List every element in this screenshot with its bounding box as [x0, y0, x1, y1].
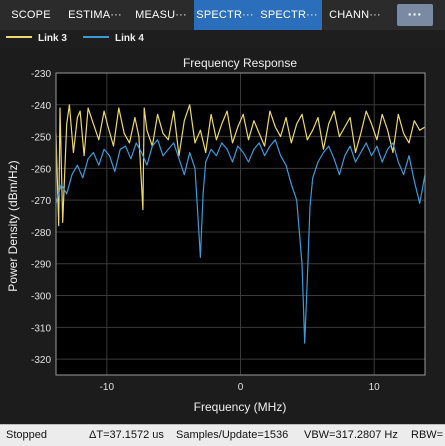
- x-tick-label: -10: [100, 382, 115, 393]
- y-tick-label: -290: [31, 260, 51, 271]
- tab-estimation[interactable]: ESTIMA···: [68, 9, 122, 21]
- tab-spectrum-1[interactable]: SPECTR···: [194, 0, 256, 30]
- tick-labels: -320 -310 -300 -290 -280 -270 -260 -250 -240 -230…: [31, 69, 380, 393]
- y-tick-label: -230: [31, 69, 51, 80]
- status-delta-t: ΔT=37.1572 us: [89, 429, 164, 441]
- series-layer: [55, 104, 426, 344]
- chart-title: Frequency Response: [183, 56, 297, 70]
- status-rbw: RBW=: [411, 429, 444, 441]
- y-axis-label: Power Density (dBm/Hz): [6, 160, 20, 291]
- series-line-link-3: [55, 104, 426, 227]
- y-tick-label: -260: [31, 164, 51, 175]
- status-samples: Samples/Update=1536: [176, 429, 289, 441]
- status-state: Stopped: [6, 429, 47, 441]
- tab-channel[interactable]: CHANN···: [329, 9, 381, 21]
- legend-item-link4[interactable]: Link 4: [83, 30, 144, 48]
- y-tick-label: -300: [31, 292, 51, 303]
- y-tick-label: -240: [31, 101, 51, 112]
- more-tabs-button[interactable]: ···: [397, 4, 433, 26]
- legend: Link 3 Link 4: [0, 30, 445, 49]
- tab-scope[interactable]: SCOPE: [11, 9, 51, 21]
- y-tick-label: -250: [31, 133, 51, 144]
- legend-label-link4: Link 4: [115, 33, 144, 44]
- status-bar: Stopped ΔT=37.1572 us Samples/Update=153…: [0, 424, 445, 446]
- x-tick-label: 0: [238, 382, 244, 393]
- frequency-response-chart: -320 -310 -300 -290 -280 -270 -260 -250 -240 -230…: [0, 48, 445, 424]
- series-line-link-4: [55, 139, 426, 344]
- legend-item-link3[interactable]: Link 3: [6, 30, 67, 48]
- x-axis-label: Frequency (MHz): [194, 400, 287, 414]
- status-vbw: VBW=317.2807 Hz: [304, 429, 398, 441]
- tab-measurements[interactable]: MEASU···: [135, 9, 187, 21]
- y-tick-label: -270: [31, 196, 51, 207]
- tab-spectrum-2[interactable]: SPECTR···: [256, 0, 322, 30]
- legend-label-link3: Link 3: [38, 33, 67, 44]
- x-tick-label: 10: [369, 382, 381, 393]
- y-tick-label: -320: [31, 355, 51, 366]
- legend-swatch-link3: [6, 36, 32, 39]
- legend-swatch-link4: [83, 36, 109, 39]
- grid: [56, 72, 425, 375]
- y-tick-label: -310: [31, 323, 51, 334]
- tab-strip: SCOPE ESTIMA··· MEASU··· SPECTR··· SPECT…: [0, 0, 445, 30]
- y-tick-label: -280: [31, 228, 51, 239]
